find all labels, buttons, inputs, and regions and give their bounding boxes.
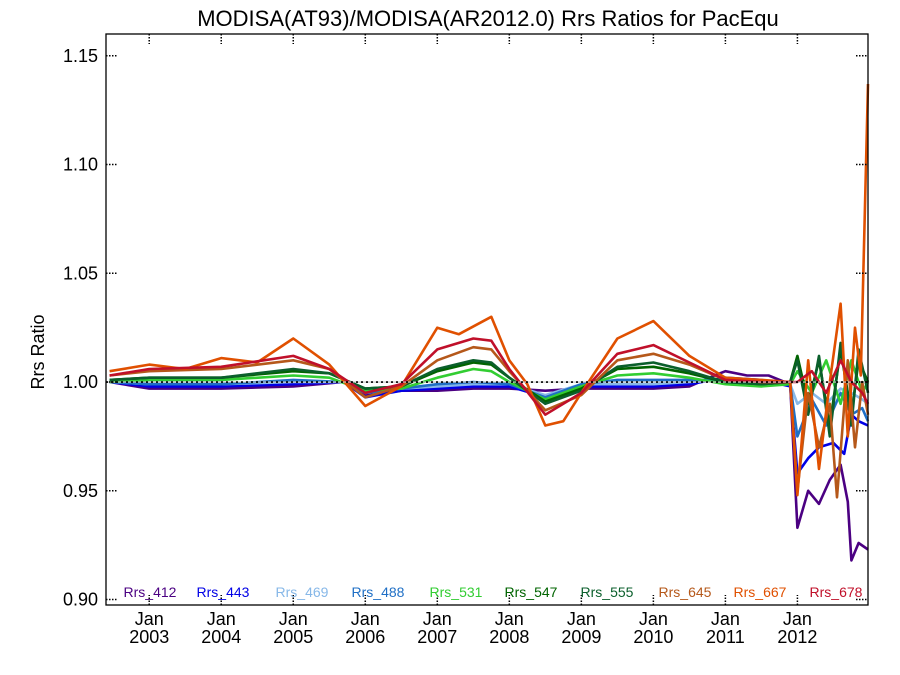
plot-frame <box>105 33 869 606</box>
y-tick-label: 1.00 <box>63 372 98 392</box>
x-tick-month-label: Jan <box>279 609 308 629</box>
x-tick-year-label: 2008 <box>489 627 529 647</box>
x-tick-month-label: Jan <box>783 609 812 629</box>
x-tick-year-label: 2007 <box>417 627 457 647</box>
legend-label-rrs-469: Rrs_469 <box>276 584 329 600</box>
legend-label-rrs-531: Rrs_531 <box>430 584 483 600</box>
series-line-rrs-678 <box>109 337 870 416</box>
legend-label-rrs-412: Rrs_412 <box>124 584 177 600</box>
y-tick-label: 1.05 <box>63 263 98 283</box>
legend-label-rrs-547: Rrs_547 <box>505 584 558 600</box>
x-tick-month-label: Jan <box>351 609 380 629</box>
x-tick-year-label: 2012 <box>777 627 817 647</box>
x-tick-month-label: Jan <box>423 609 452 629</box>
x-tick-month-label: Jan <box>567 609 596 629</box>
x-tick-year-label: 2006 <box>345 627 385 647</box>
legend-label-rrs-645: Rrs_645 <box>659 584 712 600</box>
y-tick-label: 1.10 <box>63 155 98 175</box>
axes-layer: 0.900.951.001.051.101.15Jan2003Jan2004Ja… <box>63 33 869 647</box>
x-tick-year-label: 2010 <box>633 627 673 647</box>
x-tick-month-label: Jan <box>711 609 740 629</box>
x-tick-year-label: 2005 <box>273 627 313 647</box>
x-tick-month-label: Jan <box>207 609 236 629</box>
x-tick-year-label: 2011 <box>706 627 745 647</box>
legend-label-rrs-678: Rrs_678 <box>810 584 863 600</box>
y-axis-label: Rrs Ratio <box>28 314 48 389</box>
series-line-rrs-531 <box>109 359 870 406</box>
series-line-rrs-645 <box>109 345 870 499</box>
legend-label-rrs-555: Rrs_555 <box>581 584 634 600</box>
x-tick-year-label: 2009 <box>561 627 601 647</box>
y-tick-label: 1.15 <box>63 46 98 66</box>
x-tick-year-label: 2003 <box>129 627 169 647</box>
legend-label-rrs-667: Rrs_667 <box>734 584 787 600</box>
x-tick-year-label: 2004 <box>201 627 241 647</box>
legend-label-rrs-443: Rrs_443 <box>197 584 250 600</box>
legend: Rrs_412 Rrs_443 Rrs_469 Rrs_488 Rrs_531 Rrs_5… <box>124 584 863 600</box>
x-tick-month-label: Jan <box>135 609 164 629</box>
x-tick-month-label: Jan <box>495 609 524 629</box>
x-tick-month-label: Jan <box>639 609 668 629</box>
y-tick-label: 0.95 <box>63 481 98 501</box>
y-tick-label: 0.90 <box>63 590 98 610</box>
legend-label-rrs-488: Rrs_488 <box>352 584 405 600</box>
chart-title: MODISA(AT93)/MODISA(AR2012.0) Rrs Ratios… <box>197 6 779 31</box>
